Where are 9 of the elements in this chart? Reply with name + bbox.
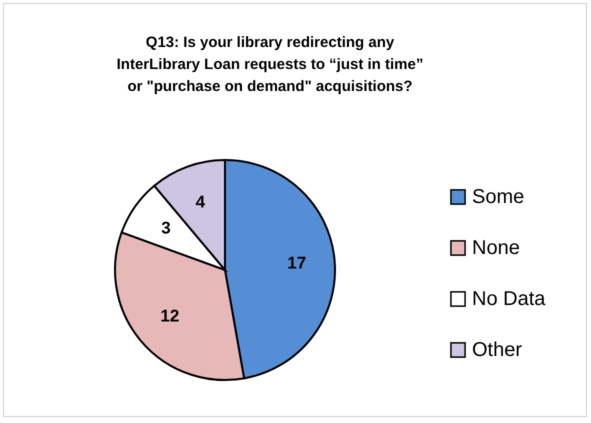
legend-label: No Data [472,288,546,310]
chart-title: Q13: Is your library redirecting any InterLibrary Loan requests to “just in time” or "purchase on demand" acquisitions? [116,34,424,95]
legend-label: Some [472,186,524,208]
legend-label: None [472,237,520,259]
data-label: 17 [287,254,306,273]
data-label: 3 [161,218,171,238]
data-label: 4 [196,192,206,212]
legend-label: Other [472,339,522,361]
data-label: 12 [160,306,180,326]
